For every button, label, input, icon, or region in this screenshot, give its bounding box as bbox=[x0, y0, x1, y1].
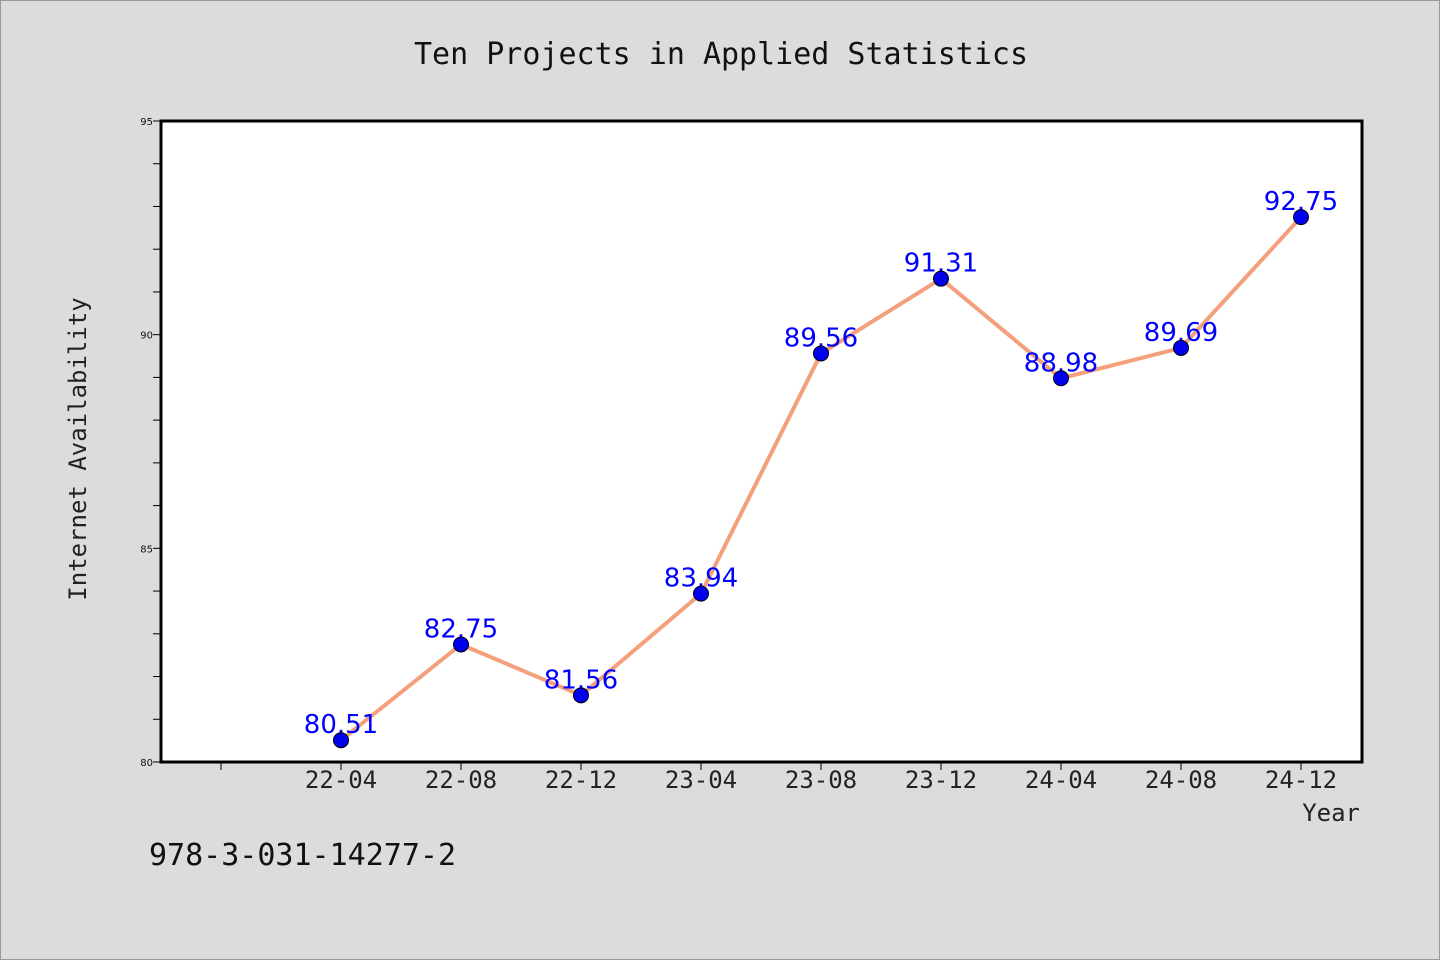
plot-area bbox=[159, 119, 1364, 764]
y-tick-label: 80 bbox=[140, 758, 153, 769]
x-tick-label: 23-04 bbox=[665, 766, 737, 794]
y-tick-label: 95 bbox=[140, 117, 153, 128]
x-axis: 22-04 22-08 22-12 23-04 23-08 23-12 24-04 24-08… bbox=[220, 762, 1337, 794]
y-axis-label: Internet Availability bbox=[64, 297, 92, 600]
data-point-marker bbox=[573, 687, 589, 704]
data-point-marker bbox=[813, 345, 829, 362]
x-tick-label: 24-08 bbox=[1145, 766, 1217, 794]
x-tick-label: 24-04 bbox=[1025, 766, 1097, 794]
x-tick-label: 22-04 bbox=[305, 766, 377, 794]
series-group: 80.5182.7581.5683.9489.5691.3188.9889.69… bbox=[304, 187, 1338, 749]
data-point-marker bbox=[693, 585, 709, 602]
y-axis: 80 85 90 95 bbox=[140, 117, 161, 769]
x-tick-label: 24-12 bbox=[1265, 766, 1337, 794]
data-point-marker bbox=[1293, 209, 1309, 226]
data-point-marker bbox=[1173, 339, 1189, 356]
x-axis-label: Year bbox=[1302, 799, 1360, 827]
chart-title: Ten Projects in Applied Statistics bbox=[414, 37, 1028, 72]
x-tick-label: 22-12 bbox=[545, 766, 617, 794]
x-tick-label: 22-08 bbox=[425, 766, 497, 794]
data-point-marker bbox=[453, 636, 469, 653]
x-tick-label: 23-12 bbox=[905, 766, 977, 794]
x-tick-label: 23-08 bbox=[785, 766, 857, 794]
y-tick-label: 90 bbox=[140, 331, 153, 342]
data-point-marker bbox=[1053, 370, 1069, 387]
isbn-text: 978-3-031-14277-2 bbox=[149, 838, 456, 873]
y-tick-label: 85 bbox=[140, 544, 153, 555]
data-point-marker bbox=[933, 270, 949, 287]
data-point-marker bbox=[333, 732, 349, 749]
